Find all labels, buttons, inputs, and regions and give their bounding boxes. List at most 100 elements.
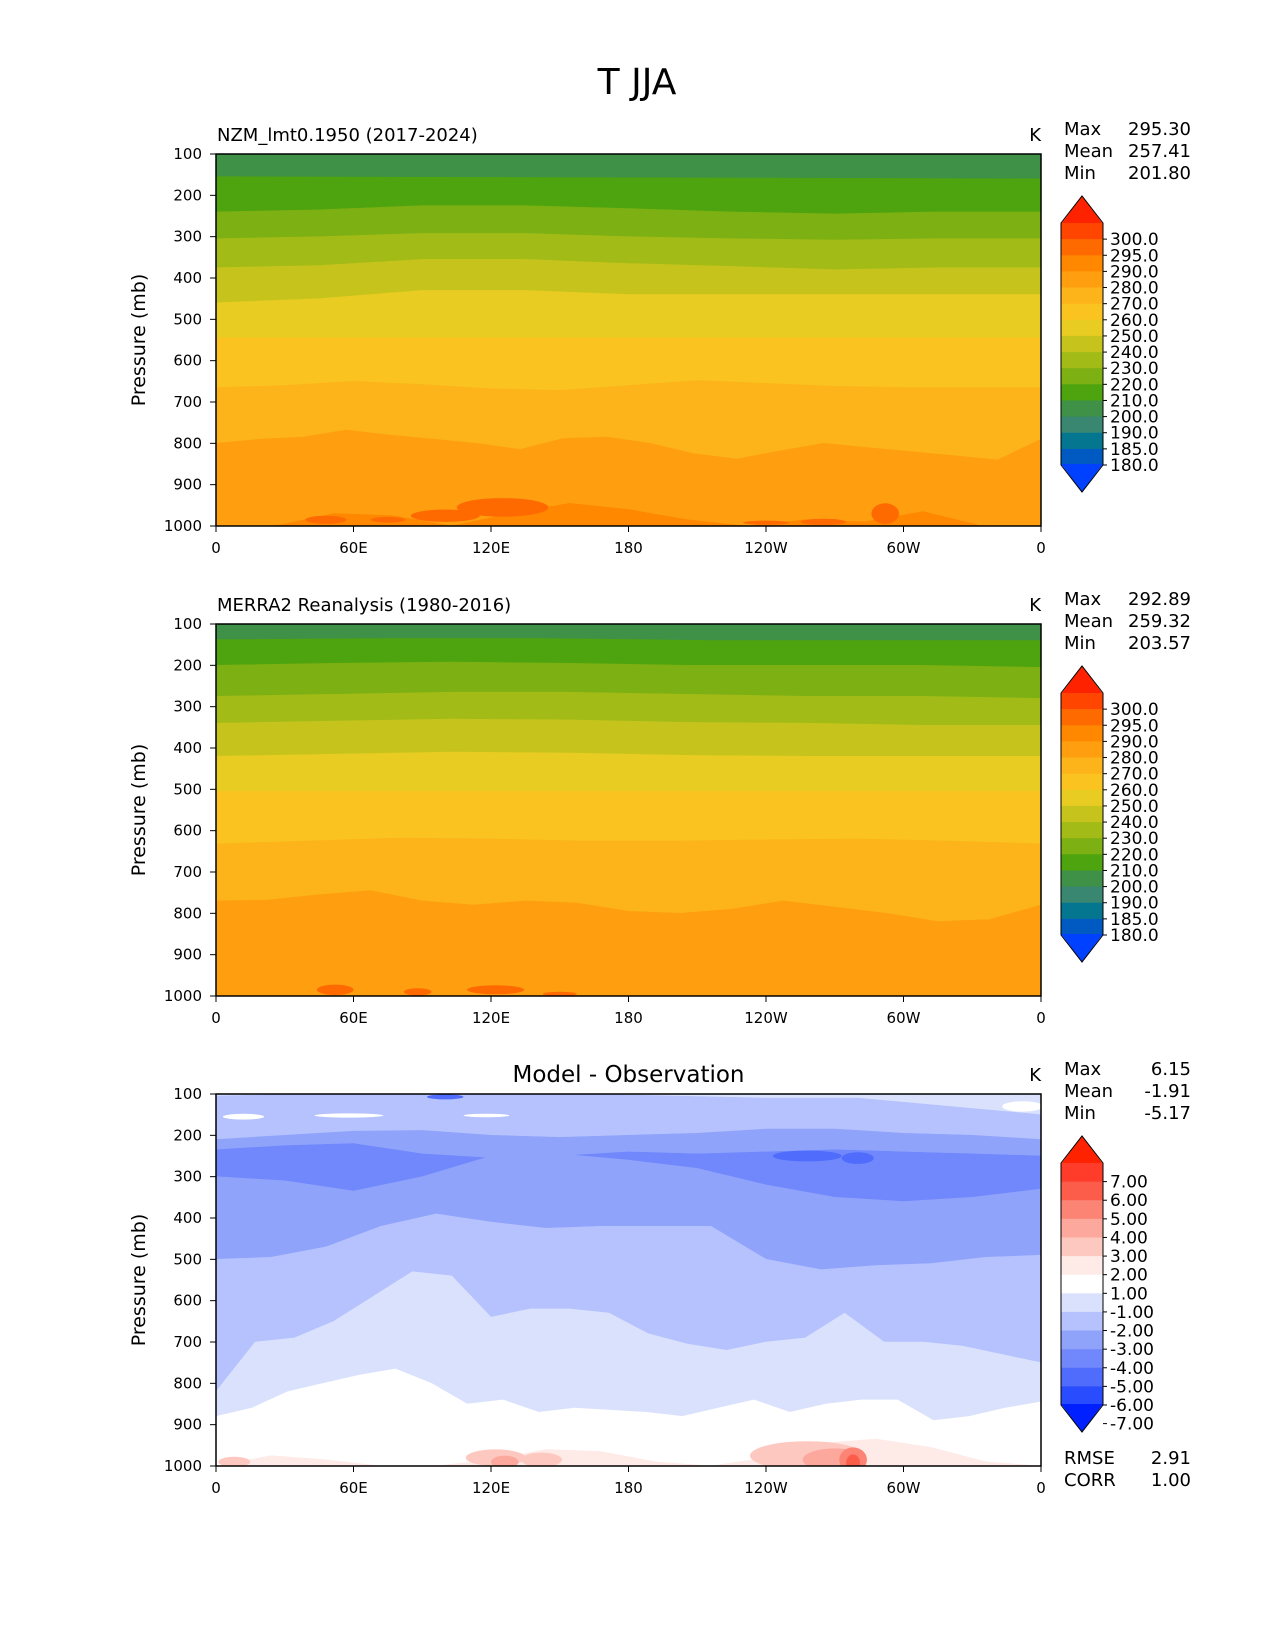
colorbar-swatch	[1061, 255, 1103, 272]
units-label: K	[1029, 125, 1042, 146]
colorbar-label: -1.00	[1110, 1303, 1154, 1323]
colorbar-swatch	[1061, 709, 1103, 726]
colorbar-label: 4.00	[1110, 1228, 1148, 1248]
y-tick-label: 1000	[164, 987, 202, 1005]
colorbar-swatch	[1061, 416, 1103, 434]
stat-label: Min	[1064, 163, 1096, 184]
colorbar-label: -6.00	[1110, 1396, 1154, 1416]
contour-band-8	[216, 429, 1041, 526]
stat-label: Max	[1064, 119, 1102, 140]
colorbar-label: 270.0	[1110, 295, 1159, 315]
colorbar-swatch	[1061, 448, 1103, 466]
colorbar-label: -7.00	[1110, 1415, 1154, 1435]
y-tick-label: 300	[173, 1168, 202, 1186]
colorbar-label: 190.0	[1110, 424, 1159, 444]
y-tick-label: 1000	[164, 1457, 202, 1475]
y-tick-label: 700	[173, 1333, 202, 1351]
contour-blob-8	[520, 1452, 562, 1466]
contour-blob-14	[218, 1456, 251, 1466]
colorbar-swatch	[1061, 335, 1103, 353]
colorbar-swatch	[1061, 239, 1103, 256]
colorbar-label: 260.0	[1110, 781, 1159, 801]
y-tick-label: 700	[173, 393, 202, 411]
y-tick-label: 900	[173, 946, 202, 964]
stat-label: RMSE	[1064, 1448, 1115, 1469]
colorbar-label: 250.0	[1110, 797, 1159, 817]
contour-field	[216, 1094, 1041, 1466]
y-tick-label: 400	[173, 739, 202, 757]
x-tick-label: 180	[614, 1479, 643, 1497]
colorbar-swatch	[1061, 854, 1103, 871]
y-tick-label: 200	[173, 656, 202, 674]
y-tick-label: 100	[173, 1085, 202, 1103]
colorbar-label: 210.0	[1110, 391, 1159, 411]
stat-value: 201.80	[1128, 163, 1191, 184]
x-tick-label: 60E	[339, 539, 368, 557]
colorbar-swatch	[1061, 1311, 1103, 1332]
colorbar-label: 295.0	[1110, 716, 1159, 736]
colorbar-swatch	[1061, 1349, 1103, 1369]
colorbar-label: 295.0	[1110, 246, 1159, 266]
y-tick-label: 600	[173, 1292, 202, 1310]
x-tick-label: 60E	[339, 1009, 368, 1027]
colorbar-label: 290.0	[1110, 262, 1159, 282]
stat-value: -5.17	[1144, 1103, 1191, 1124]
colorbar-swatch	[1061, 287, 1103, 305]
colorbar-label: 240.0	[1110, 813, 1159, 833]
stat-value: 6.15	[1151, 1059, 1191, 1080]
colorbar-label: -5.00	[1110, 1377, 1154, 1397]
colorbar-swatch	[1061, 789, 1103, 807]
colorbar-label: 6.00	[1110, 1191, 1148, 1211]
colorbar-label: 220.0	[1110, 845, 1159, 865]
x-tick-label: 60W	[887, 1479, 921, 1497]
colorbar-label: 180.0	[1110, 456, 1159, 476]
x-tick-label: 0	[211, 539, 221, 557]
stat-label: Min	[1064, 633, 1096, 654]
x-tick-label: 120W	[744, 1479, 788, 1497]
contour-band-8	[216, 890, 1041, 996]
colorbar-swatch	[1061, 1218, 1103, 1238]
y-axis-label: Pressure (mb)	[128, 274, 150, 407]
y-tick-label: 800	[173, 904, 202, 922]
x-tick-label: 180	[614, 539, 643, 557]
contour-blob-13	[846, 1454, 860, 1466]
colorbar-swatch	[1061, 693, 1103, 710]
colorbar-label: 250.0	[1110, 327, 1159, 347]
colorbar-swatch	[1061, 352, 1103, 369]
y-tick-label: 800	[173, 434, 202, 452]
contour-blob-9	[491, 1455, 519, 1466]
colorbar-swatch	[1061, 1330, 1103, 1350]
x-tick-label: 60E	[339, 1479, 368, 1497]
panel-observation: 100 200 300 400 500 600 700 800 900 1000 0 60E 120E 1…	[128, 589, 1191, 1027]
panel-title: NZM_lmt0.1950 (2017-2024)	[217, 125, 478, 146]
panel-model: 100 200 300 400 500 600 700 800 900 1000 0 60E 120E 1…	[128, 119, 1191, 557]
colorbar-swatch	[1061, 918, 1103, 936]
stat-label: Min	[1064, 1103, 1096, 1124]
colorbar-swatch	[1061, 1200, 1103, 1220]
colorbar-swatch	[1061, 1237, 1103, 1257]
y-axis-label: Pressure (mb)	[128, 744, 150, 877]
contour-blob-0	[316, 984, 354, 995]
y-tick-label: 600	[173, 352, 202, 370]
x-tick-label: 120E	[472, 1009, 510, 1027]
colorbar-swatch	[1061, 400, 1103, 418]
colorbar-extend-top	[1061, 196, 1103, 224]
stat-label: Mean	[1064, 141, 1113, 162]
contour-band-9	[216, 502, 1041, 526]
contour-blob-2	[463, 1113, 510, 1118]
colorbar-extend-top	[1061, 666, 1103, 694]
x-tick-label: 120W	[744, 539, 788, 557]
colorbar-swatch	[1061, 1367, 1103, 1387]
stat-label: CORR	[1064, 1470, 1116, 1491]
colorbar-label: 220.0	[1110, 375, 1159, 395]
x-tick-label: 120E	[472, 1479, 510, 1497]
units-label: K	[1029, 1065, 1042, 1086]
colorbar-extend-bottom	[1061, 464, 1103, 492]
colorbar-label: 2.00	[1110, 1266, 1148, 1286]
y-tick-label: 800	[173, 1374, 202, 1392]
y-axis-label: Pressure (mb)	[128, 1214, 150, 1347]
colorbar-label: 230.0	[1110, 829, 1159, 849]
y-tick-label: 500	[173, 310, 202, 328]
x-tick-label: 60W	[887, 539, 921, 557]
colorbar: 7.006.005.004.003.002.001.00-1.00-2.00-3…	[1060, 1135, 1154, 1435]
